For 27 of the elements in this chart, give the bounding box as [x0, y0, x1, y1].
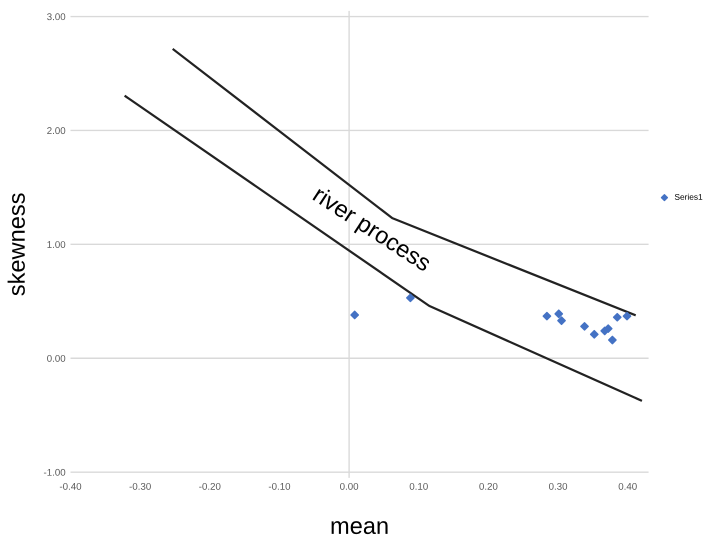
y-tick-label: 3.00 [47, 13, 66, 20]
x-tick-label: 0.00 [340, 482, 358, 490]
point [554, 309, 564, 318]
x-tick-label: 0.30 [548, 482, 568, 490]
x-tick-label: -0.20 [199, 482, 220, 490]
x-tick-label: -0.40 [60, 482, 82, 490]
point [406, 294, 415, 302]
x-tick-label: 0.20 [479, 482, 498, 490]
point [350, 310, 360, 320]
point [612, 312, 622, 322]
point [590, 330, 599, 339]
point [542, 312, 552, 320]
x-tick-label: 0.10 [410, 482, 428, 490]
y-tick-label: -1.00 [44, 468, 66, 476]
y-tick-label: 2.00 [47, 127, 66, 134]
legend-label: Series1 [674, 194, 702, 200]
point [580, 322, 589, 331]
x-tick-label: 0.40 [618, 482, 637, 490]
x-tick-label: -0.30 [130, 482, 151, 490]
point [557, 316, 566, 326]
x-tick-label: -0.10 [268, 482, 290, 490]
point [608, 336, 617, 344]
point [622, 312, 632, 320]
y-tick-label: 1.00 [47, 241, 66, 248]
x-axis-title: mean [332, 521, 388, 534]
y-axis-title: skewness [8, 193, 25, 296]
y-tick-label: 0.00 [47, 354, 66, 362]
